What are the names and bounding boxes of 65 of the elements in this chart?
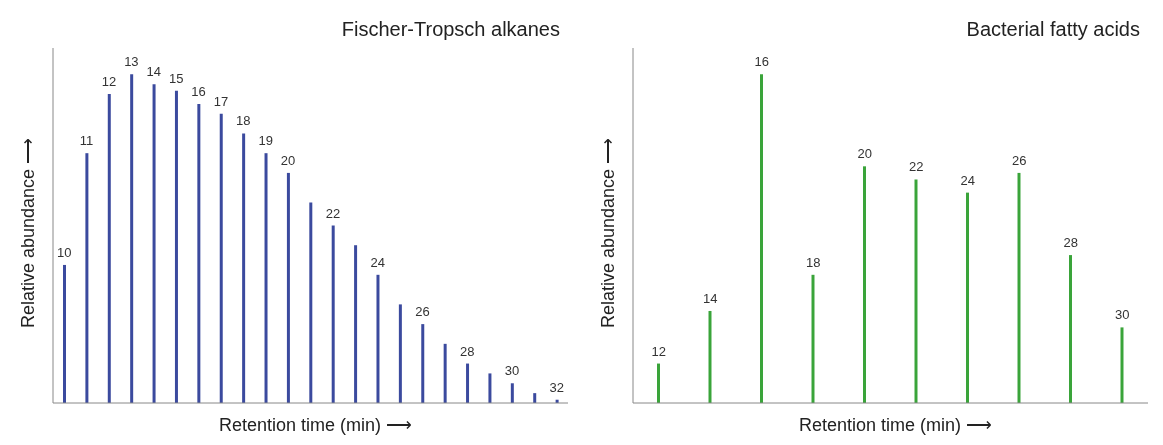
chart-title: Bacterial fatty acids <box>966 18 1140 41</box>
x-tick-label: 18 <box>806 254 821 270</box>
x-tick-label: 28 <box>460 343 475 359</box>
bar <box>309 202 313 403</box>
x-tick-label: 24 <box>960 172 975 188</box>
x-tick-label: 18 <box>236 113 251 129</box>
bar <box>811 274 815 403</box>
bar <box>242 133 246 403</box>
x-tick-label: 19 <box>258 133 273 149</box>
x-tick-label: 11 <box>79 133 94 149</box>
bar <box>85 153 89 403</box>
y-axis-title: Relative abundance ⟶ <box>597 137 619 329</box>
x-tick-label: 14 <box>703 290 718 306</box>
x-tick-label: 22 <box>909 159 924 175</box>
x-tick-label: 12 <box>101 74 117 90</box>
bar <box>1120 327 1124 403</box>
bar <box>286 172 290 403</box>
bar <box>466 363 470 403</box>
x-tick-label: 12 <box>651 343 666 359</box>
bar <box>914 179 918 403</box>
x-tick-label: 16 <box>191 83 206 99</box>
bar <box>63 264 66 403</box>
bar <box>443 343 447 403</box>
x-tick-label: 24 <box>370 254 385 270</box>
bar <box>488 373 492 403</box>
x-tick-label: 14 <box>146 64 161 80</box>
bar <box>354 245 358 403</box>
bar <box>197 103 201 403</box>
y-axis-title: Relative abundance ⟶ <box>17 137 39 329</box>
x-axis-title: Retention time (min) ⟶ <box>797 414 994 436</box>
bar <box>760 74 763 403</box>
bar <box>219 113 223 403</box>
x-tick-label: 20 <box>280 152 296 168</box>
x-tick-label: 22 <box>325 205 341 221</box>
bar <box>657 363 660 403</box>
bar <box>264 153 268 403</box>
x-tick-label: 15 <box>168 70 184 86</box>
x-tick-label: 26 <box>415 304 430 320</box>
x-tick-label: 32 <box>549 379 565 395</box>
x-tick-label: 17 <box>213 93 229 109</box>
bar <box>510 383 514 403</box>
bar <box>708 310 712 403</box>
x-tick-label: 30 <box>504 363 520 379</box>
bar <box>107 94 111 403</box>
x-tick-label: 26 <box>1012 152 1027 168</box>
bar <box>863 166 866 403</box>
bar <box>398 304 402 403</box>
bar <box>533 393 537 403</box>
bar <box>331 225 335 403</box>
x-tick-label: 30 <box>1115 307 1130 323</box>
bar <box>1069 255 1072 403</box>
bar <box>376 274 380 403</box>
bar <box>174 90 178 403</box>
x-tick-label: 13 <box>124 54 139 70</box>
x-tick-label: 28 <box>1063 235 1078 251</box>
bar <box>966 192 969 403</box>
x-tick-label: 16 <box>754 54 769 70</box>
x-tick-label: 20 <box>857 146 872 162</box>
bar <box>421 324 425 403</box>
bar <box>152 84 156 403</box>
bar <box>130 74 134 403</box>
x-axis-title: Retention time (min) ⟶ <box>217 414 414 436</box>
chart-title: Fischer-Tropsch alkanes <box>341 18 560 41</box>
bar <box>1017 172 1021 403</box>
x-tick-label: 10 <box>56 244 72 260</box>
